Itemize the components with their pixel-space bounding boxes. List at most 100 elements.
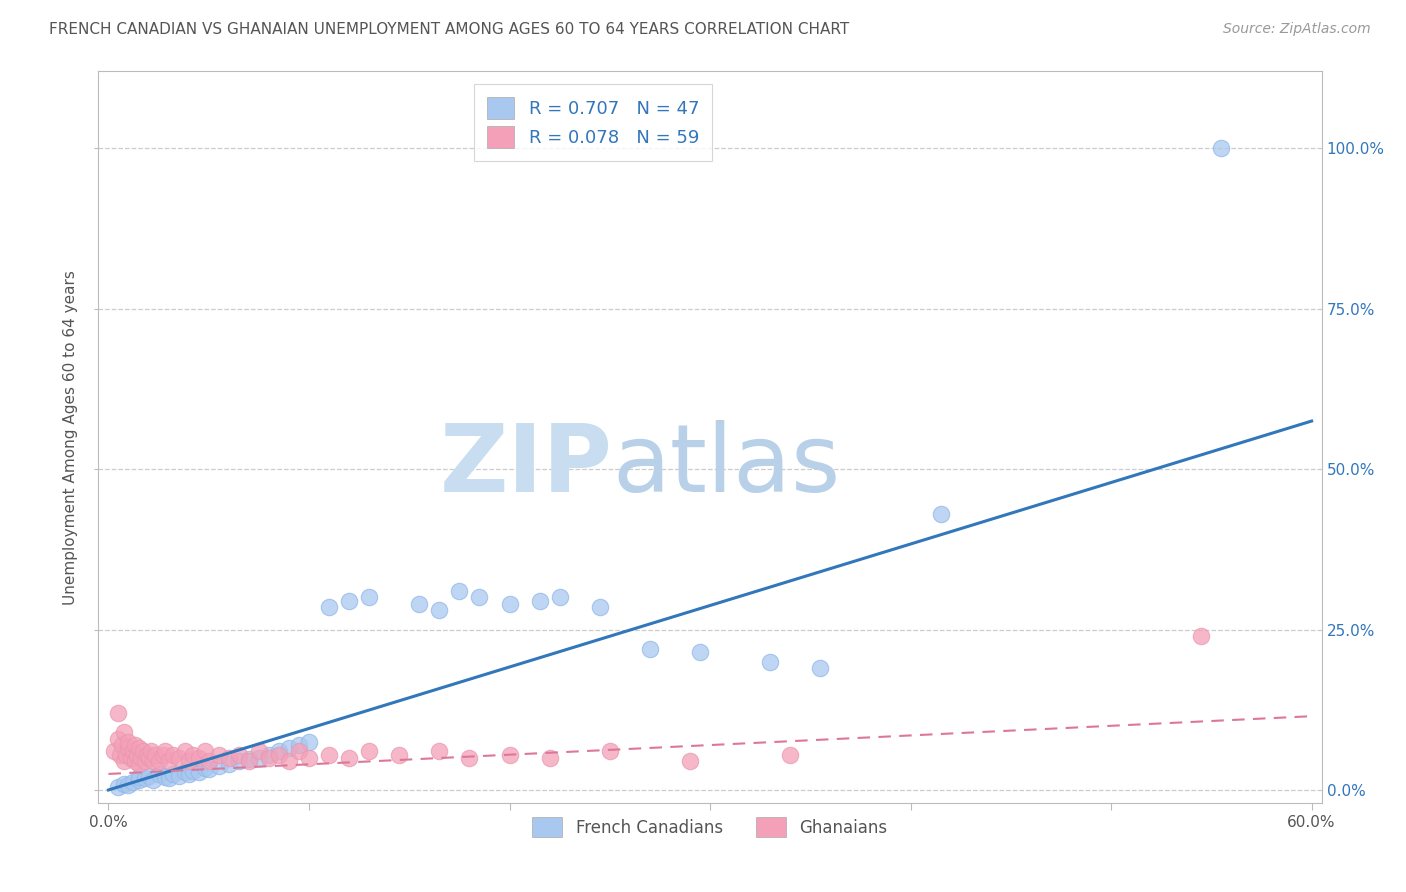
Point [120, 751, 142, 765]
Text: atlas: atlas [612, 420, 841, 512]
Point [128, 741, 150, 756]
Point [138, 769, 160, 783]
Point [929, 507, 952, 521]
Point [177, 754, 200, 768]
Point [779, 747, 801, 762]
Point [148, 767, 170, 781]
Point [238, 752, 260, 766]
Point [124, 754, 146, 768]
Point [548, 591, 571, 605]
Point [318, 747, 340, 762]
Point [194, 744, 217, 758]
Point [529, 593, 551, 607]
Point [498, 597, 520, 611]
Point [257, 751, 280, 765]
Point [208, 747, 231, 762]
Point [111, 738, 134, 752]
Point [449, 584, 471, 599]
Point [228, 754, 250, 768]
Point [337, 593, 360, 607]
Point [117, 741, 139, 756]
Point [599, 744, 621, 758]
Text: Source: ZipAtlas.com: Source: ZipAtlas.com [1223, 22, 1371, 37]
Point [177, 767, 200, 781]
Point [157, 754, 180, 768]
Point [218, 757, 240, 772]
Point [107, 780, 129, 794]
Point [157, 772, 180, 786]
Point [143, 747, 166, 762]
Point [337, 751, 360, 765]
Point [679, 754, 702, 768]
Point [298, 735, 321, 749]
Point [167, 769, 190, 783]
Point [135, 747, 157, 762]
Point [458, 751, 481, 765]
Point [257, 747, 280, 762]
Point [125, 747, 148, 762]
Point [128, 773, 150, 788]
Point [110, 747, 132, 762]
Point [208, 758, 231, 772]
Point [388, 747, 411, 762]
Point [1189, 629, 1212, 643]
Point [153, 744, 176, 758]
Point [114, 754, 136, 768]
Point [114, 725, 136, 739]
Point [197, 763, 219, 777]
Point [427, 744, 450, 758]
Point [277, 754, 299, 768]
Point [162, 747, 184, 762]
Point [247, 744, 270, 758]
Point [139, 744, 162, 758]
Point [427, 603, 450, 617]
Point [288, 738, 311, 752]
Point [167, 751, 190, 765]
Point [187, 764, 209, 779]
Point [589, 600, 612, 615]
Point [759, 655, 782, 669]
Point [103, 744, 125, 758]
Legend: French Canadians, Ghanaians: French Canadians, Ghanaians [524, 809, 896, 846]
Point [638, 641, 661, 656]
Point [408, 597, 430, 611]
Point [238, 754, 260, 768]
Point [359, 591, 381, 605]
Point [318, 600, 340, 615]
Point [228, 747, 250, 762]
Point [277, 741, 299, 756]
Point [115, 747, 138, 762]
Point [153, 770, 176, 784]
Point [247, 751, 270, 765]
Point [142, 773, 165, 788]
Point [288, 744, 311, 758]
Point [152, 747, 174, 762]
Point [689, 645, 711, 659]
Point [468, 591, 491, 605]
Point [359, 744, 381, 758]
Point [107, 706, 129, 720]
Point [808, 661, 831, 675]
Point [131, 744, 153, 758]
Point [114, 776, 136, 790]
Point [117, 778, 139, 792]
Point [197, 754, 219, 768]
Point [1211, 141, 1233, 155]
Point [121, 744, 143, 758]
Point [134, 772, 156, 786]
Point [134, 754, 156, 768]
Point [181, 747, 204, 762]
Point [124, 738, 146, 752]
Text: ZIP: ZIP [439, 420, 612, 512]
Point [218, 751, 240, 765]
Point [267, 744, 290, 758]
Point [142, 754, 165, 768]
Point [298, 751, 321, 765]
Point [267, 747, 290, 762]
Point [181, 764, 204, 778]
Point [173, 744, 195, 758]
Point [187, 751, 209, 765]
Point [162, 767, 184, 781]
Text: FRENCH CANADIAN VS GHANAIAN UNEMPLOYMENT AMONG AGES 60 TO 64 YEARS CORRELATION C: FRENCH CANADIAN VS GHANAIAN UNEMPLOYMENT… [49, 22, 849, 37]
Point [173, 764, 195, 779]
